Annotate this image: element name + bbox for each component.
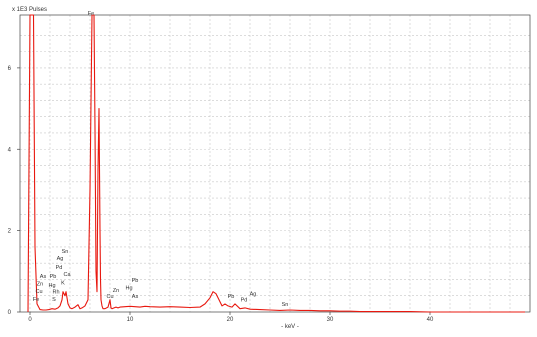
x-tick-label: 40	[427, 317, 434, 323]
element-label: Rh	[52, 290, 59, 296]
x-tick-label: 10	[127, 317, 134, 323]
element-label: Cu	[35, 289, 42, 295]
x-axis-label: - keV -	[281, 324, 299, 330]
plot-frame	[19, 14, 531, 313]
element-label: Ca	[63, 272, 71, 278]
element-label: Pb	[132, 278, 139, 284]
y-axis-label: x 1E3 Pulses	[12, 7, 47, 13]
element-label: Zn	[113, 288, 119, 294]
element-label: Cu	[106, 294, 113, 300]
element-label: Pd	[241, 297, 248, 303]
x-tick-label: 30	[327, 317, 334, 323]
element-label: Sn	[62, 249, 69, 255]
y-tick-label: 6	[8, 66, 12, 72]
element-label: K	[61, 280, 65, 286]
element-label: Fe	[88, 11, 94, 17]
element-label: Pb	[228, 294, 235, 300]
series	[27, 14, 525, 313]
element-label: Zn	[37, 282, 43, 288]
element-label: Hg	[48, 283, 55, 289]
y-tick-label: 2	[8, 229, 12, 235]
x-tick-label: 0	[28, 317, 32, 323]
element-label: As	[40, 274, 47, 280]
element-label: S	[52, 297, 56, 303]
x-tick-label: 20	[227, 317, 234, 323]
element-label: Sn	[282, 302, 289, 308]
element-label: As	[132, 294, 139, 300]
element-label: Hg	[125, 286, 132, 292]
element-label: Ag	[250, 291, 257, 297]
y-tick-label: 4	[8, 147, 12, 153]
element-label: Pd	[56, 265, 63, 271]
element-label: Fe	[33, 297, 39, 303]
y-tick-label: 0	[8, 310, 12, 316]
grid	[20, 15, 530, 312]
axes: 0 2 4 6 0 10 20 30 40	[8, 14, 531, 323]
element-label: Ag	[57, 256, 64, 262]
spectrum-line	[27, 14, 525, 313]
element-label: Pb	[50, 274, 57, 280]
